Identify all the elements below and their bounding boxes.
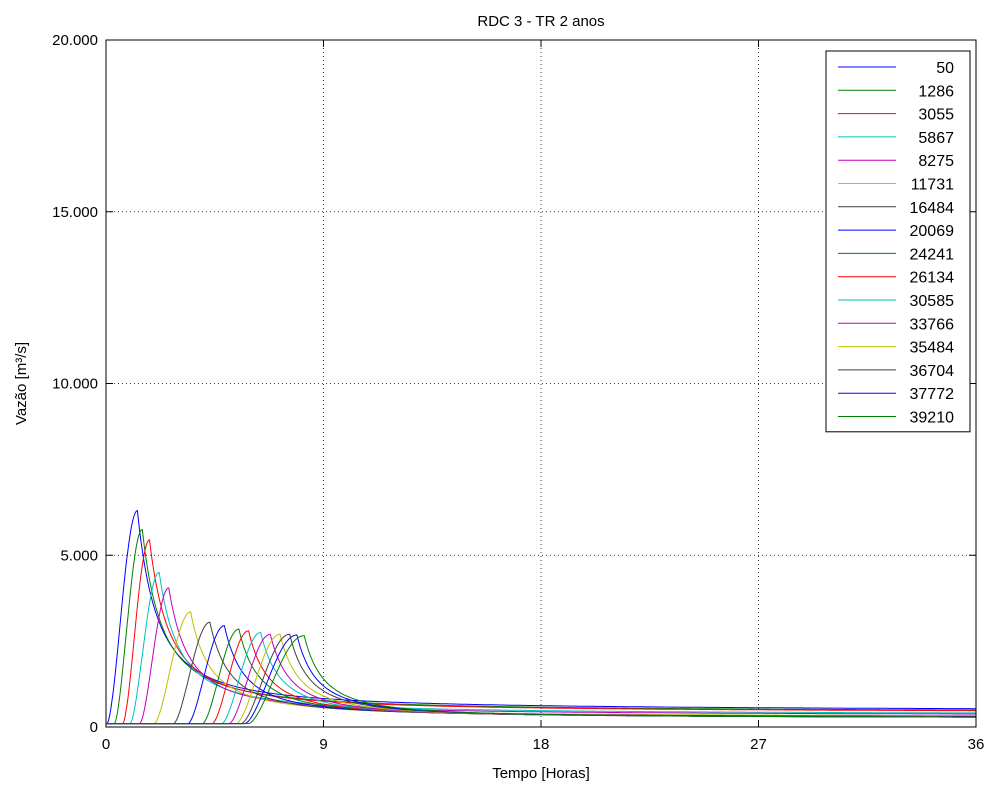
series-lines (106, 509, 976, 725)
x-tick-label: 0 (102, 736, 110, 753)
x-tick-label: 18 (533, 736, 550, 753)
legend-box (825, 50, 971, 433)
legend-label: 1286 (918, 83, 954, 100)
series-line (106, 611, 976, 725)
legend-label: 37772 (910, 386, 955, 403)
legend: 50 1286 3055 5867 8275 11731 16484 20069 24241 26… (825, 50, 971, 433)
legend-label: 3055 (918, 107, 954, 124)
y-axis-label: Vazão [m³/s] (13, 342, 30, 425)
x-tick-label: 36 (968, 736, 985, 753)
y-tick-label: 5.000 (60, 547, 98, 564)
legend-label: 39210 (910, 410, 955, 427)
legend-label: 24241 (910, 246, 955, 263)
series-line (106, 509, 976, 725)
legend-label: 30585 (910, 293, 955, 310)
series-line (106, 635, 976, 725)
y-tick-label: 20.000 (52, 32, 98, 49)
y-tick-label: 15.000 (52, 204, 98, 221)
legend-label: 50 (936, 60, 954, 77)
legend-label: 16484 (910, 200, 955, 217)
legend-label: 35484 (910, 340, 955, 357)
x-axis-label: Tempo [Horas] (492, 765, 590, 782)
legend-label: 26134 (910, 270, 955, 287)
series-line (106, 538, 976, 725)
series-line (106, 587, 976, 725)
y-tick-label: 0 (90, 719, 98, 736)
legend-label: 20069 (910, 223, 955, 240)
legend-label: 36704 (910, 363, 955, 380)
ticks: 0 9 18 27 36 0 5.000 10.000 15.000 20.000 (52, 32, 984, 753)
legend-label: 5867 (918, 130, 954, 147)
x-tick-label: 9 (319, 736, 327, 753)
legend-label: 33766 (910, 316, 955, 333)
legend-label: 11731 (911, 177, 954, 194)
y-tick-label: 10.000 (52, 376, 98, 393)
chart-title: RDC 3 - TR 2 anos (477, 13, 604, 30)
legend-label: 8275 (918, 153, 954, 170)
x-tick-label: 27 (750, 736, 767, 753)
